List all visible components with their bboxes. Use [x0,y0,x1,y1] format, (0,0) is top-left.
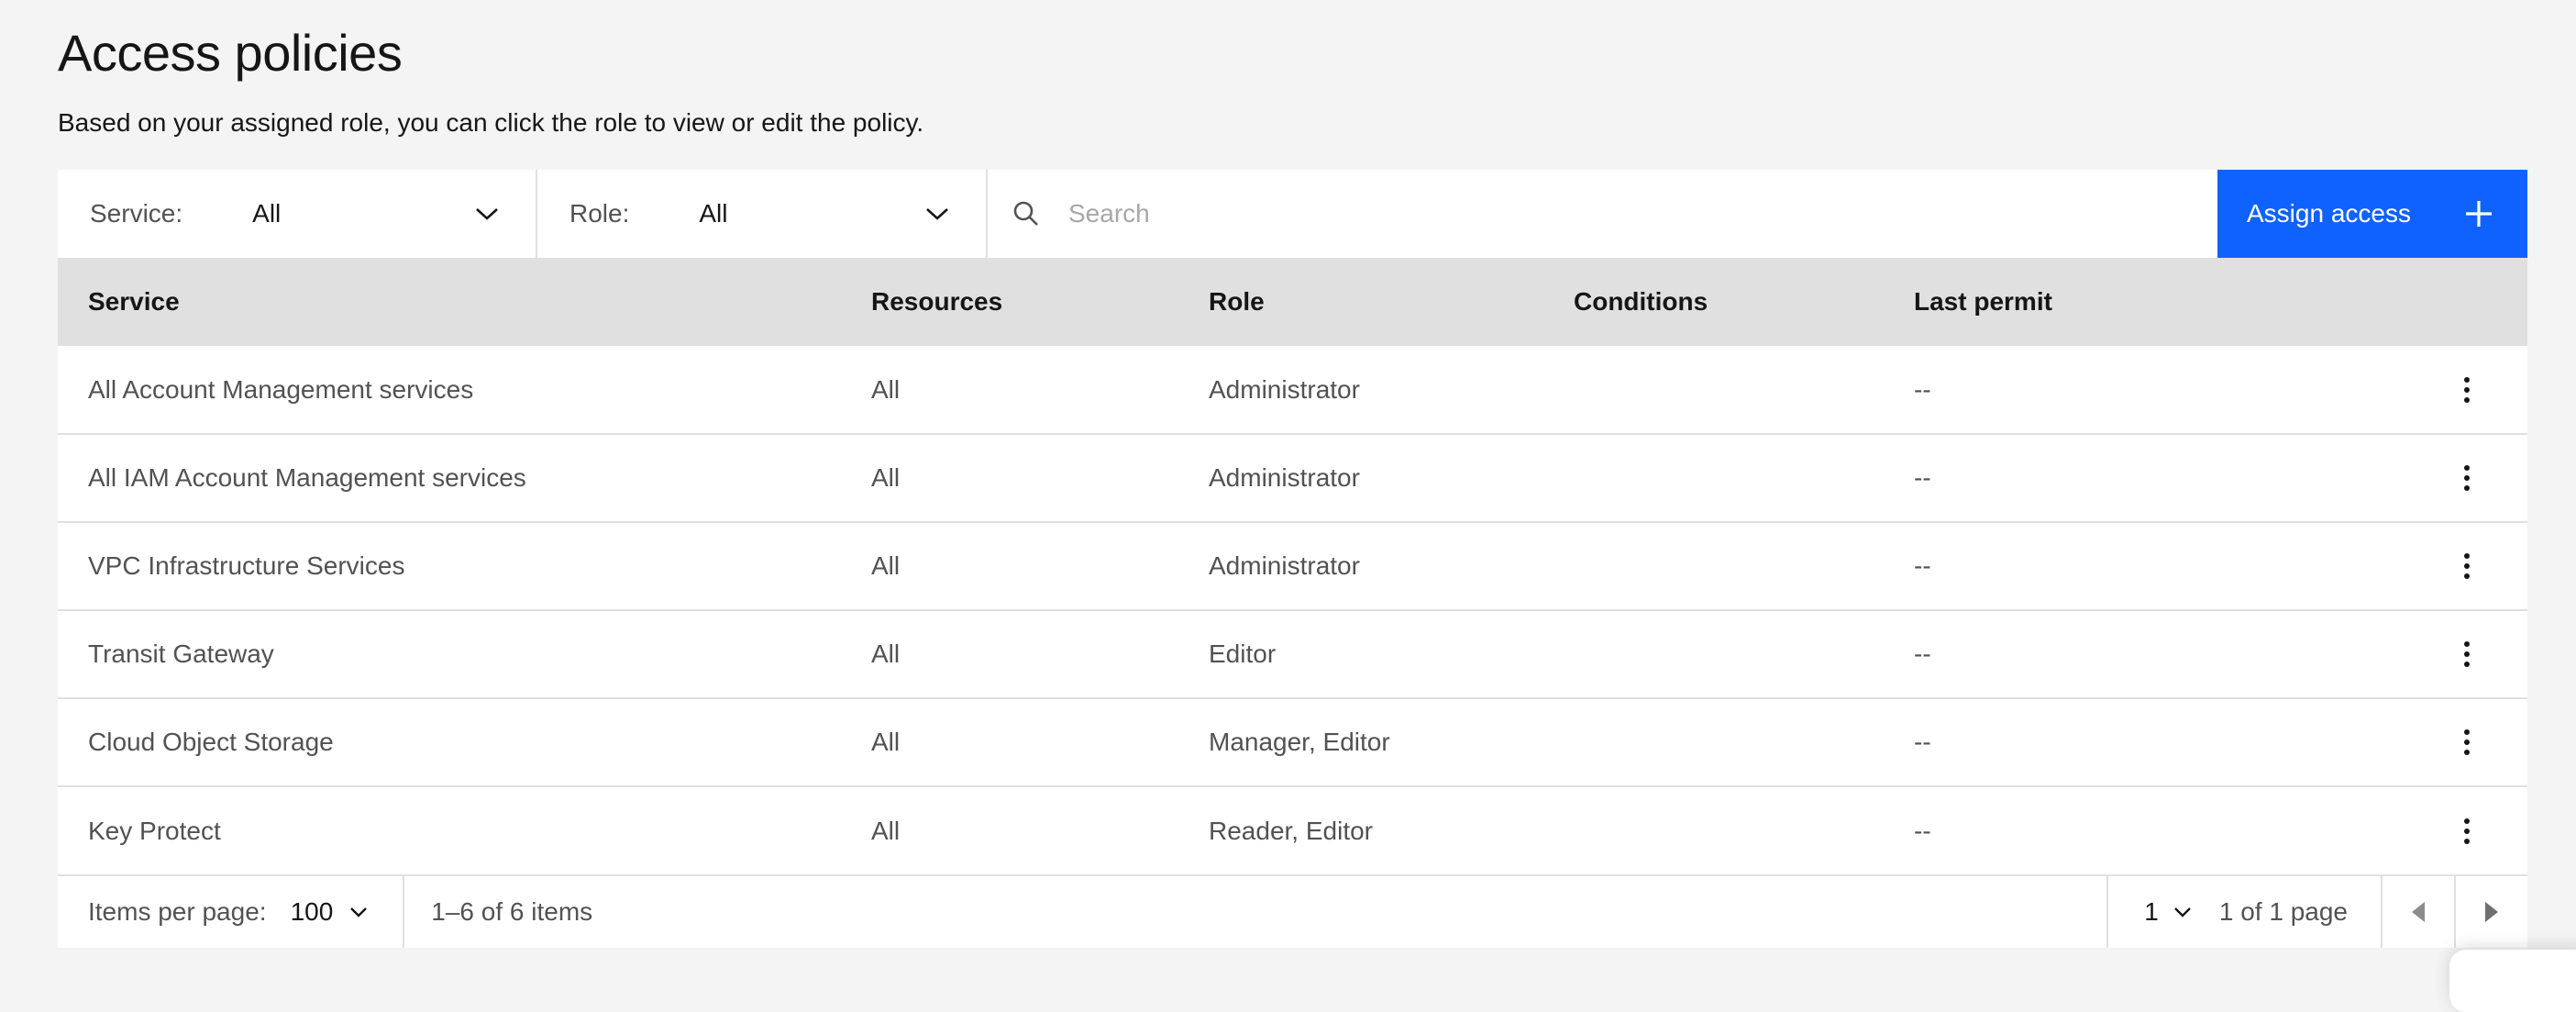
cell-conditions [1574,697,1914,786]
table-row: Key Protect All Reader, Editor -- [58,785,2527,874]
column-header-actions [2406,258,2527,346]
role-filter-value: All [699,199,728,228]
access-policies-table: Service: All Role: All Assign [58,170,2527,948]
search-input[interactable] [1067,170,2217,258]
chevron-down-icon [925,206,949,221]
chevron-down-icon [475,206,499,221]
cell-conditions [1574,433,1914,522]
cell-last-permit: -- [1914,785,2406,874]
table-row: Cloud Object Storage All Manager, Editor… [58,697,2527,786]
page-count-text: 1 of 1 page [2218,897,2348,926]
items-per-page-select[interactable]: Items per page: 100 [58,876,405,948]
assign-access-label: Assign access [2247,199,2411,228]
cell-role[interactable]: Administrator [1209,433,1574,522]
table-row: VPC Infrastructure Services All Administ… [58,521,2527,610]
page-number-select[interactable]: 1 [2106,876,2219,948]
page-title: Access policies [58,24,403,82]
column-header-service: Service [58,258,871,346]
table-row: All Account Management services All Admi… [58,346,2527,434]
cell-last-permit: -- [1914,346,2406,434]
table-toolbar: Service: All Role: All Assign [58,170,2527,258]
access-policies-page: Access policies Based on your assigned r… [58,24,2527,948]
cell-conditions [1574,785,1914,874]
row-overflow-menu-button[interactable] [2438,361,2496,419]
cell-last-permit: -- [1914,433,2406,522]
cell-role[interactable]: Editor [1209,609,1574,698]
column-header-last-permit: Last permit [1914,258,2406,346]
chevron-down-icon [2173,906,2192,917]
items-per-page-label: Items per page: [88,897,267,926]
cell-service: All IAM Account Management services [58,433,871,522]
caret-right-icon [2485,902,2498,922]
column-header-role: Role [1209,258,1574,346]
row-overflow-menu-button[interactable] [2438,625,2496,684]
current-page-value: 1 [2144,897,2159,926]
caret-left-icon [2412,902,2425,922]
cell-service: VPC Infrastructure Services [58,521,871,610]
role-filter-label: Role: [569,199,630,228]
cell-conditions [1574,521,1914,610]
table-row: Transit Gateway All Editor -- [58,609,2527,698]
cell-last-permit: -- [1914,609,2406,698]
pagination-right: 1 1 of 1 page [2106,876,2527,948]
column-header-conditions: Conditions [1574,258,1914,346]
plus-icon [2463,198,2494,229]
service-filter-dropdown[interactable]: Service: All [58,170,537,258]
service-filter-value: All [252,199,282,228]
cell-last-permit: -- [1914,521,2406,610]
cell-resources: All [871,433,1209,522]
next-page-button[interactable] [2454,876,2527,948]
row-overflow-menu-button[interactable] [2438,713,2496,772]
cell-last-permit: -- [1914,697,2406,786]
page-description: Based on your assigned role, you can cli… [58,108,924,137]
cell-role[interactable]: Manager, Editor [1209,697,1574,786]
search-icon [1012,199,1041,228]
items-per-page-value: 100 [290,897,334,926]
cell-resources: All [871,785,1209,874]
role-filter-dropdown[interactable]: Role: All [537,170,988,258]
row-overflow-menu-button[interactable] [2438,449,2496,507]
cell-service: All Account Management services [58,346,871,434]
cell-resources: All [871,521,1209,610]
items-range-text: 1–6 of 6 items [431,897,593,926]
cell-role[interactable]: Administrator [1209,521,1574,610]
column-header-resources: Resources [871,258,1209,346]
service-filter-label: Service: [90,199,183,228]
policies-table: Service Resources Role Conditions Last p… [58,258,2527,874]
cell-resources: All [871,609,1209,698]
table-row: All IAM Account Management services All … [58,433,2527,522]
floating-help-widget[interactable] [2449,950,2576,1012]
row-overflow-menu-button[interactable] [2438,802,2496,861]
previous-page-button[interactable] [2381,876,2454,948]
cell-service: Cloud Object Storage [58,697,871,786]
cell-role[interactable]: Reader, Editor [1209,785,1574,874]
cell-conditions [1574,346,1914,434]
cell-service: Key Protect [58,785,871,874]
cell-resources: All [871,346,1209,434]
search-field [988,170,2217,258]
cell-role[interactable]: Administrator [1209,346,1574,434]
pagination-spacer [592,876,2106,948]
pagination-left: Items per page: 100 1–6 of 6 items [58,876,592,948]
row-overflow-menu-button[interactable] [2438,537,2496,595]
cell-service: Transit Gateway [58,609,871,698]
pagination-bar: Items per page: 100 1–6 of 6 items 1 1 o… [58,874,2527,948]
assign-access-button[interactable]: Assign access [2217,170,2527,258]
cell-conditions [1574,609,1914,698]
cell-resources: All [871,697,1209,786]
table-header-row: Service Resources Role Conditions Last p… [58,258,2527,346]
chevron-down-icon [349,906,368,917]
